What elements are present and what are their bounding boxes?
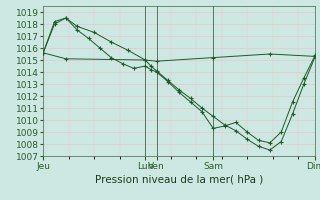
- X-axis label: Pression niveau de la mer( hPa ): Pression niveau de la mer( hPa ): [95, 175, 263, 185]
